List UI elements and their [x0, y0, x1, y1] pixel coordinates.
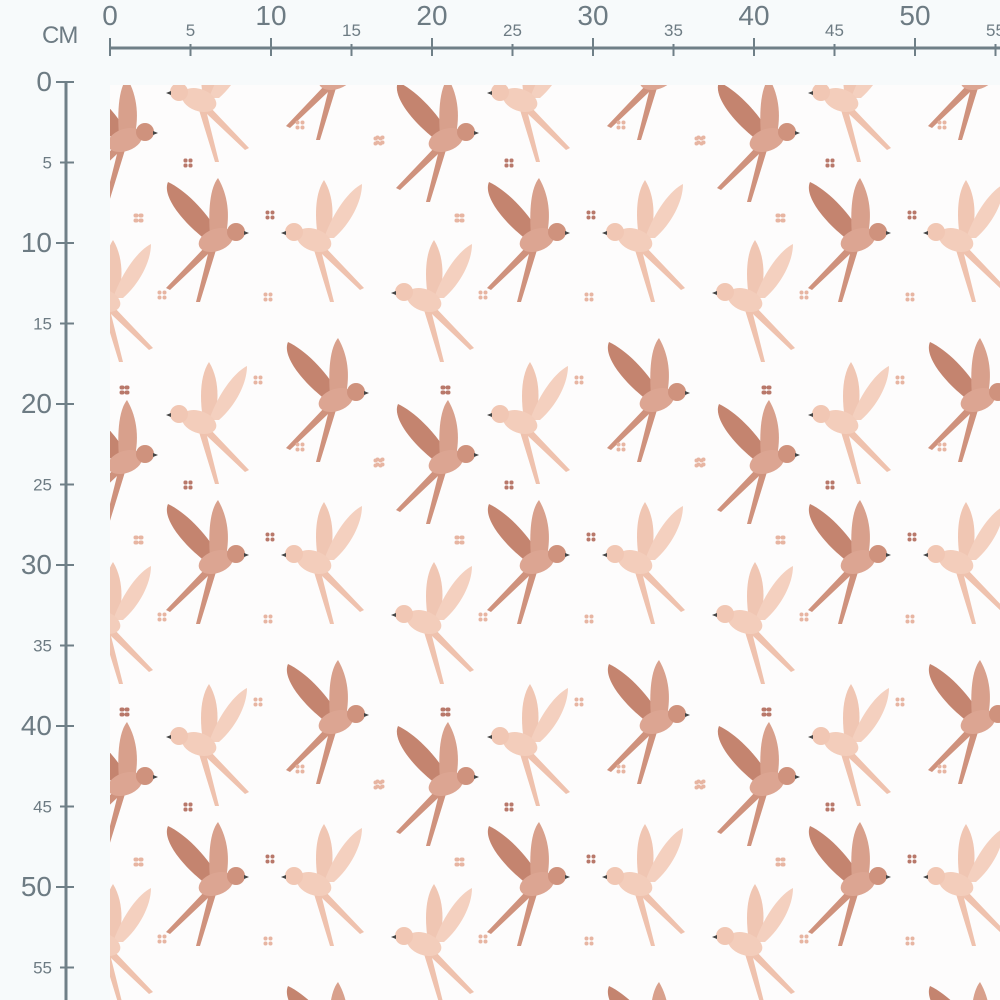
top-ruler-label: 45	[825, 21, 844, 40]
left-ruler-label: 5	[42, 153, 52, 172]
left-ruler-label: 25	[33, 475, 52, 494]
left-ruler-label: 45	[33, 797, 52, 816]
left-ruler-label: 55	[33, 958, 52, 977]
top-ruler-label: 15	[342, 21, 361, 40]
fabric-pattern	[110, 85, 1000, 1000]
left-ruler-label: 50	[20, 871, 52, 902]
fabric-pattern-fill	[110, 85, 1000, 1000]
top-ruler-label: 25	[503, 21, 522, 40]
top-ruler-label: 55	[986, 21, 1000, 40]
top-ruler-label: 10	[255, 0, 287, 31]
top-ruler-label: 50	[899, 0, 931, 31]
left-ruler-label: 35	[33, 636, 52, 655]
left-ruler-label: 0	[36, 66, 52, 97]
left-ruler-label: 20	[20, 388, 52, 419]
left-ruler-label: 40	[20, 710, 52, 741]
ruler-unit-label: CM	[42, 22, 78, 49]
top-ruler-label: 5	[185, 21, 196, 40]
left-ruler-label: 15	[33, 314, 52, 333]
top-ruler-label: 40	[738, 0, 770, 31]
left-ruler-label: 10	[20, 227, 52, 258]
left-ruler-label: 30	[20, 549, 52, 580]
top-ruler-label: 30	[577, 0, 609, 31]
top-ruler-label: 35	[664, 21, 683, 40]
top-ruler-label: 20	[416, 0, 448, 31]
top-ruler-label: 0	[102, 0, 118, 31]
fabric-preview	[110, 85, 1000, 1000]
